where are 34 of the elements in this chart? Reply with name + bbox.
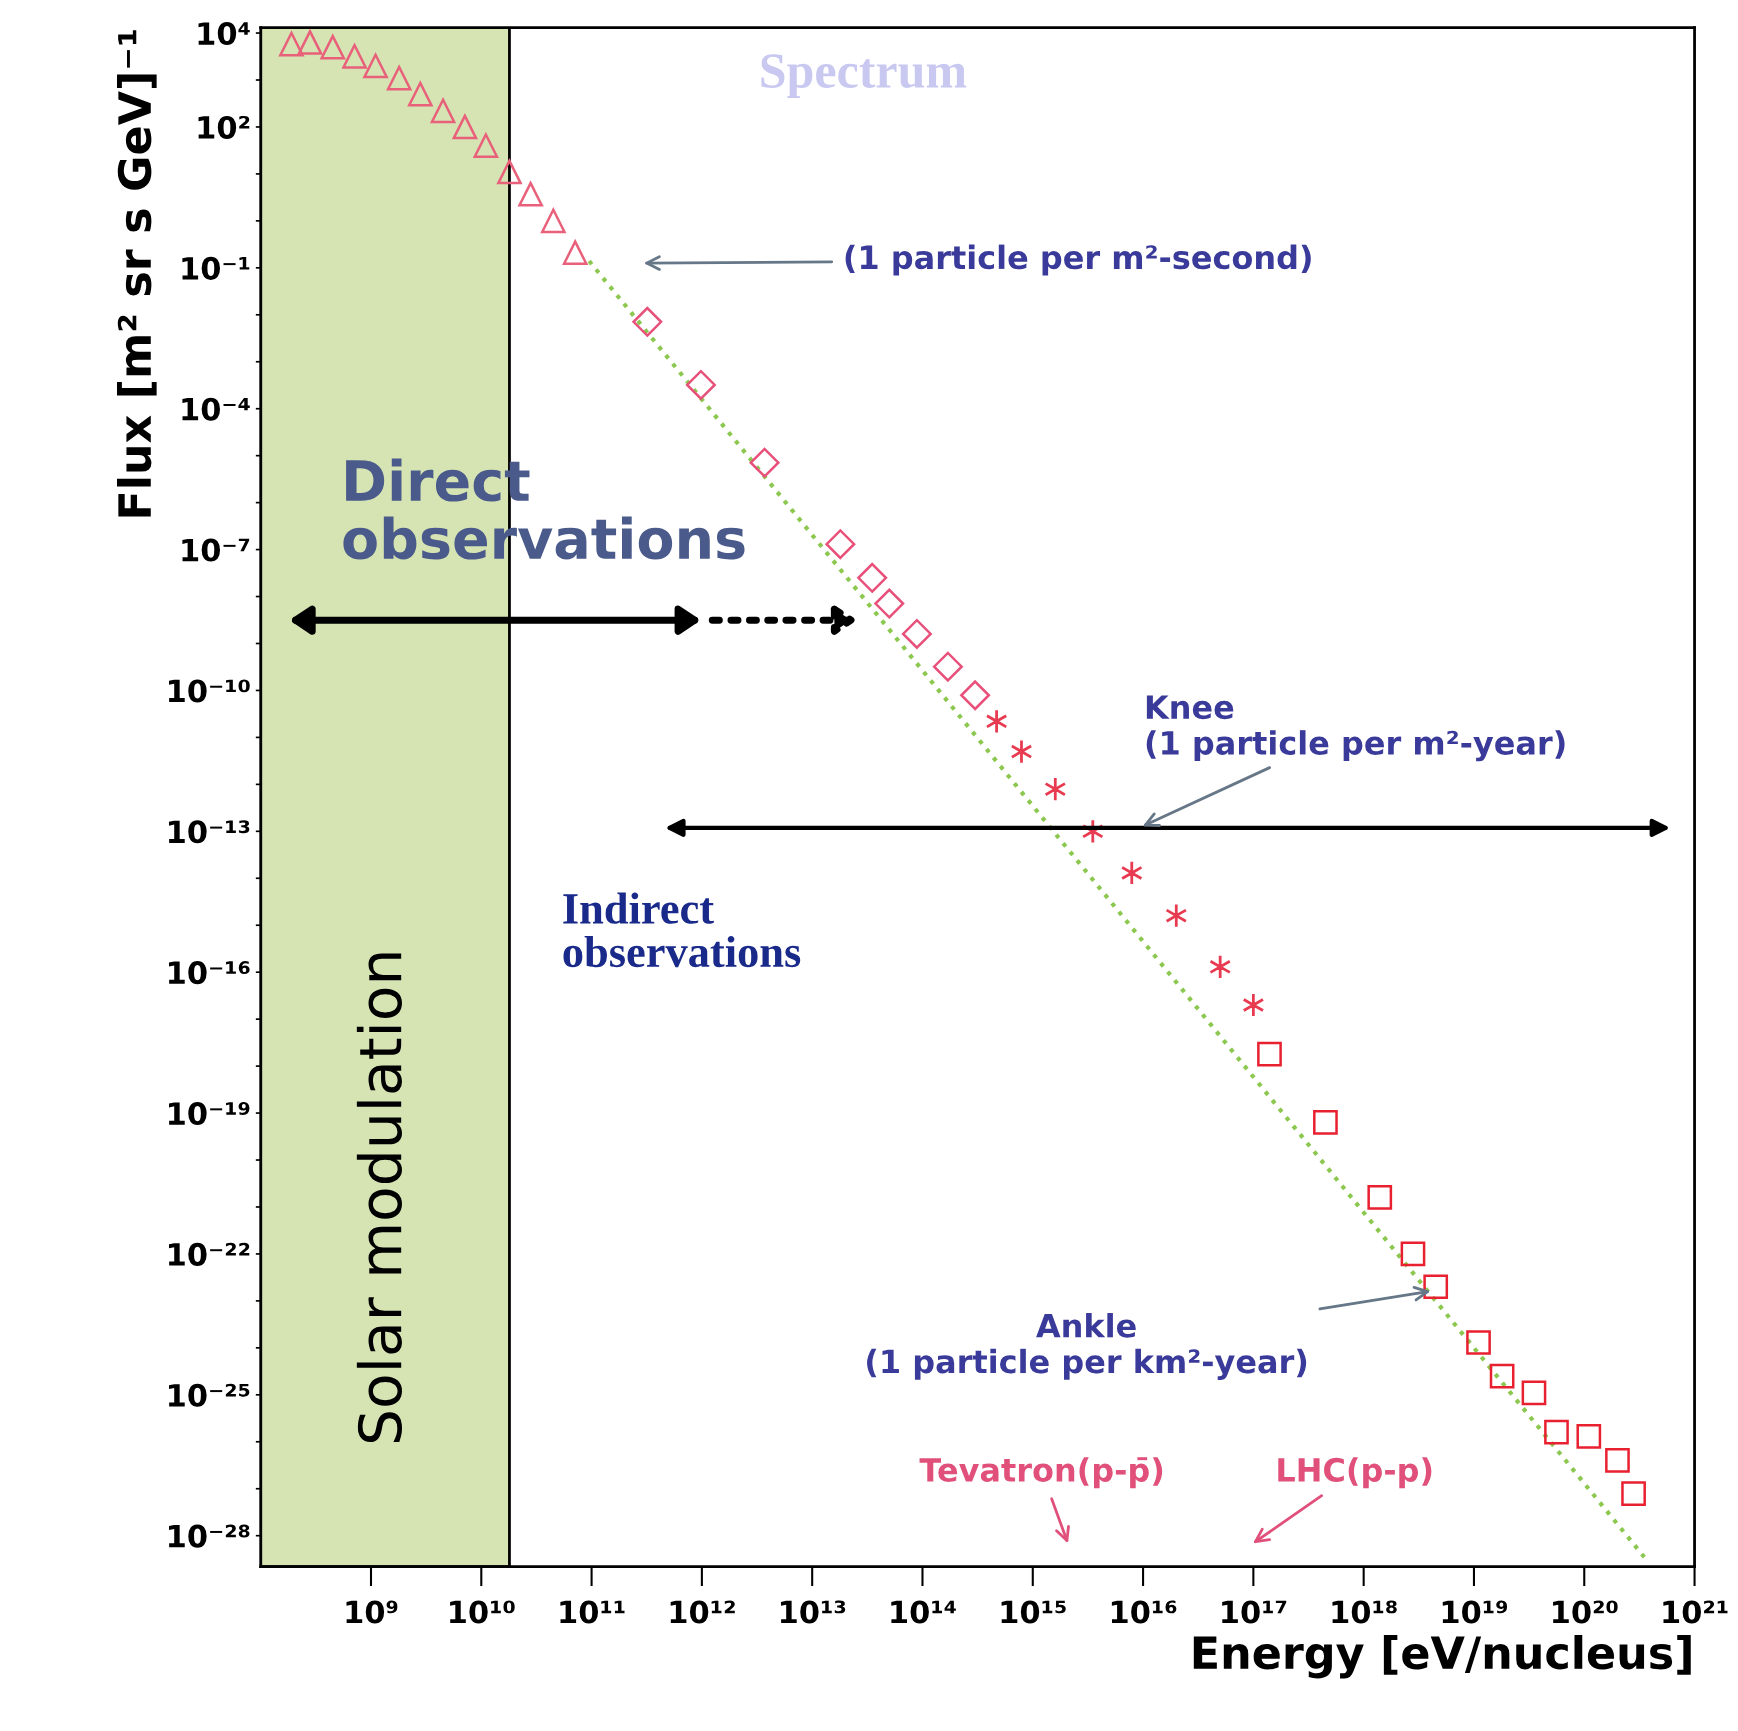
- y-tick-label: 10⁻²⁸: [169, 1524, 250, 1548]
- y-tick-label: 10⁻⁷: [182, 538, 250, 562]
- x-tick-label: 10⁹: [346, 1600, 398, 1624]
- annotation: LHC(p-p): [1278, 1457, 1432, 1489]
- x-tick-label: 10²¹: [1663, 1600, 1728, 1624]
- y-tick-label: 10⁻¹⁰: [169, 679, 250, 703]
- x-tick-label: 10¹³: [780, 1600, 846, 1624]
- x-tick-label: 10¹⁰: [450, 1600, 515, 1624]
- x-tick-label: 10²⁰: [1553, 1600, 1618, 1624]
- y-tick-label: 10⁻¹⁹: [169, 1101, 250, 1126]
- y-tick-label: 10⁻⁴: [182, 397, 250, 421]
- y-tick-label: 10²: [198, 115, 250, 139]
- y-tick-label: 10⁻¹: [182, 256, 250, 280]
- y-axis-title: Flux [m² sr s GeV]⁻¹: [117, 30, 157, 517]
- x-tick-label: 10¹⁵: [1001, 1600, 1066, 1624]
- y-tick-label: 10⁴: [198, 21, 250, 46]
- annotation: Indirect observations: [563, 892, 801, 968]
- annotation: (1 particle per m²-second): [845, 244, 1311, 276]
- x-tick-label: 10¹⁹: [1442, 1600, 1508, 1624]
- y-tick-label: 10⁻¹⁶: [169, 961, 250, 985]
- annotation: Knee (1 particle per m²-year): [1146, 695, 1565, 762]
- x-tick-label: 10¹⁶: [1111, 1600, 1177, 1624]
- x-axis-title: Energy [eV/nucleus]: [1193, 1635, 1691, 1679]
- y-tick-label: 10⁻²²: [169, 1242, 250, 1266]
- x-tick-label: 10¹⁸: [1332, 1600, 1397, 1624]
- x-tick-label: 10¹⁷: [1222, 1600, 1287, 1624]
- annotation: Ankle (1 particle per km²-year): [867, 1313, 1307, 1380]
- x-tick-label: 10¹²: [670, 1600, 735, 1624]
- x-tick-label: 10¹⁴: [891, 1600, 956, 1624]
- y-tick-label: 10⁻¹³: [169, 820, 250, 844]
- annotation: Tevatron(p-p̄): [919, 1457, 1163, 1489]
- band-label: Solar modulation: [356, 953, 402, 1443]
- y-tick-label: 10⁻²⁵: [169, 1383, 250, 1407]
- x-tick-label: 10¹¹: [560, 1600, 625, 1624]
